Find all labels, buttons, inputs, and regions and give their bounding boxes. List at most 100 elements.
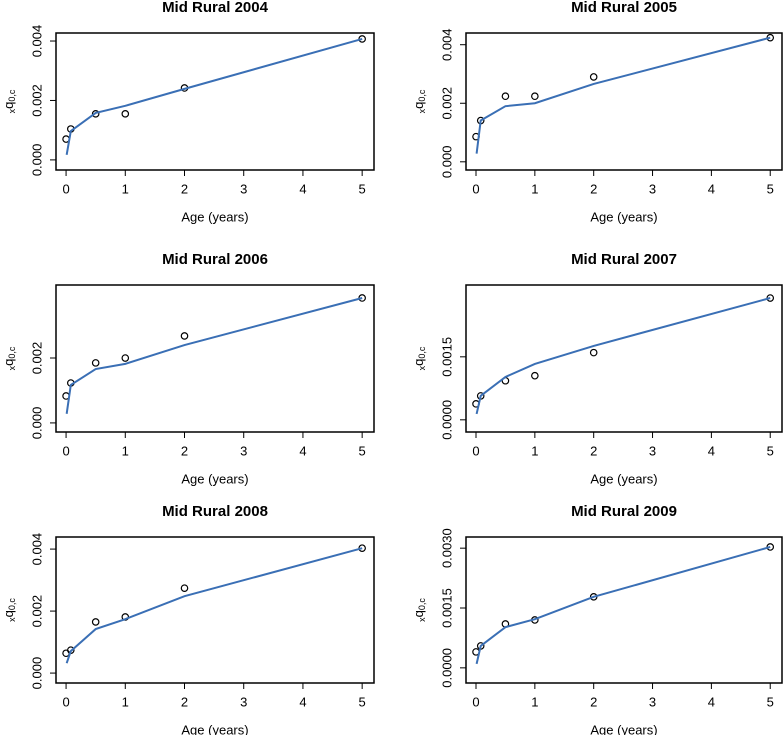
x-tick-label: 4 xyxy=(708,181,715,196)
y-axis-label-part: q xyxy=(411,610,426,617)
x-tick-label: 1 xyxy=(531,694,538,709)
y-axis-label-part: q xyxy=(1,359,16,366)
y-axis-label-part: x xyxy=(417,617,427,622)
y-axis-label-part: q xyxy=(1,610,16,617)
data-point xyxy=(589,73,598,81)
y-tick-label: 0.000 xyxy=(29,657,44,690)
x-tick-label: 2 xyxy=(590,694,597,709)
x-tick-label: 1 xyxy=(531,443,538,458)
data-point xyxy=(501,92,510,101)
x-tick-label: 0 xyxy=(472,443,479,458)
data-point xyxy=(91,359,100,367)
plot-frame xyxy=(55,32,375,171)
y-tick-label: 0.004 xyxy=(29,25,44,58)
panel: Mid Rural 2005 0 1 2 3 4 5 0.000 0.002 0.004 Age (… xyxy=(411,0,783,224)
x-tick-label: 0 xyxy=(472,181,479,196)
y-tick-label: 0.004 xyxy=(29,533,44,566)
panel: Mid Rural 2008 0 1 2 3 4 5 0.000 0.002 0.004 Age (… xyxy=(1,503,375,735)
panel: Mid Rural 2004 0 1 2 3 4 5 0.000 0.002 0.004 Age (… xyxy=(1,0,375,224)
y-axis-label: xq0,c xyxy=(411,89,427,113)
x-tick-label: 1 xyxy=(531,181,538,196)
x-tick-label: 1 xyxy=(122,443,129,458)
y-axis-label-part: 0,c xyxy=(7,598,17,611)
x-tick-label: 4 xyxy=(708,694,715,709)
x-axis-label: Age (years) xyxy=(590,209,657,224)
y-tick-label: 0.0000 xyxy=(439,400,454,440)
x-tick-label: 0 xyxy=(62,694,69,709)
panel-title: Mid Rural 2005 xyxy=(571,0,677,16)
plot-frame xyxy=(55,536,375,684)
y-axis-label: xq0,c xyxy=(1,598,17,622)
x-axis-label: Age (years) xyxy=(590,471,657,486)
x-axis-label: Age (years) xyxy=(181,722,248,735)
x-tick-label: 5 xyxy=(359,443,366,458)
y-tick-label: 0.0015 xyxy=(439,588,454,628)
x-tick-label: 0 xyxy=(62,181,69,196)
x-axis-label: Age (years) xyxy=(590,722,657,735)
x-tick-label: 3 xyxy=(240,443,247,458)
y-tick-label: 0.0030 xyxy=(439,528,454,568)
data-point xyxy=(91,618,100,626)
plot-frame xyxy=(465,536,783,684)
data-point xyxy=(180,584,189,592)
y-axis-label-part: x xyxy=(7,365,17,370)
x-tick-label: 3 xyxy=(240,694,247,709)
panel-title: Mid Rural 2004 xyxy=(162,0,269,16)
fit-line xyxy=(475,546,771,665)
y-tick-label: 0.0015 xyxy=(439,337,454,377)
fit-line xyxy=(65,37,363,156)
panel-title: Mid Rural 2009 xyxy=(571,503,677,520)
panel-title: Mid Rural 2008 xyxy=(162,503,268,520)
x-tick-label: 5 xyxy=(359,694,366,709)
data-point xyxy=(531,92,539,101)
panel-title: Mid Rural 2006 xyxy=(162,251,268,268)
y-axis-label-part: 0,c xyxy=(417,598,427,611)
x-tick-label: 2 xyxy=(181,694,188,709)
plot-frame xyxy=(465,284,783,433)
x-tick-label: 3 xyxy=(649,443,656,458)
x-tick-label: 4 xyxy=(299,181,306,196)
y-axis-label-part: x xyxy=(417,108,427,113)
panel: Mid Rural 2009 0 1 2 3 4 5 0.0000 0.0015 0.0030 Ag… xyxy=(411,503,783,735)
plot-frame xyxy=(465,32,783,171)
x-axis-label: Age (years) xyxy=(181,471,248,486)
y-axis-label-part: x xyxy=(417,365,427,370)
x-tick-label: 4 xyxy=(299,443,306,458)
y-axis-label-part: 0,c xyxy=(7,346,17,359)
x-tick-label: 2 xyxy=(181,181,188,196)
data-point xyxy=(121,110,130,118)
x-tick-label: 4 xyxy=(708,443,715,458)
fit-line xyxy=(475,297,771,415)
x-tick-label: 0 xyxy=(62,443,69,458)
y-axis-label-part: x xyxy=(7,617,17,622)
x-tick-label: 1 xyxy=(122,181,129,196)
y-tick-label: 0.004 xyxy=(439,28,454,61)
y-axis-label: xq0,c xyxy=(411,598,427,622)
y-tick-label: 0.002 xyxy=(439,87,454,120)
y-tick-label: 0.0000 xyxy=(439,648,454,688)
data-point xyxy=(121,354,130,362)
x-tick-label: 3 xyxy=(649,694,656,709)
x-tick-label: 3 xyxy=(649,181,656,196)
data-point xyxy=(180,332,189,340)
y-axis-label-part: 0,c xyxy=(417,346,427,359)
x-tick-label: 2 xyxy=(590,443,597,458)
y-axis-label: xq0,c xyxy=(411,346,427,370)
y-axis-label-part: q xyxy=(411,359,426,366)
fit-line xyxy=(475,36,771,154)
y-tick-label: 0.002 xyxy=(29,84,44,117)
y-axis-label-part: 0,c xyxy=(417,89,427,102)
y-axis-label-part: x xyxy=(7,108,17,113)
x-tick-label: 2 xyxy=(181,443,188,458)
x-tick-label: 4 xyxy=(299,694,306,709)
data-point xyxy=(589,348,598,357)
x-tick-label: 2 xyxy=(590,181,597,196)
x-axis-label: Age (years) xyxy=(181,209,248,224)
fit-line xyxy=(65,297,363,414)
y-tick-label: 0.002 xyxy=(29,342,44,375)
fit-line xyxy=(65,547,363,664)
panel-title: Mid Rural 2007 xyxy=(571,251,677,268)
x-tick-label: 1 xyxy=(122,694,129,709)
x-tick-label: 5 xyxy=(767,694,774,709)
